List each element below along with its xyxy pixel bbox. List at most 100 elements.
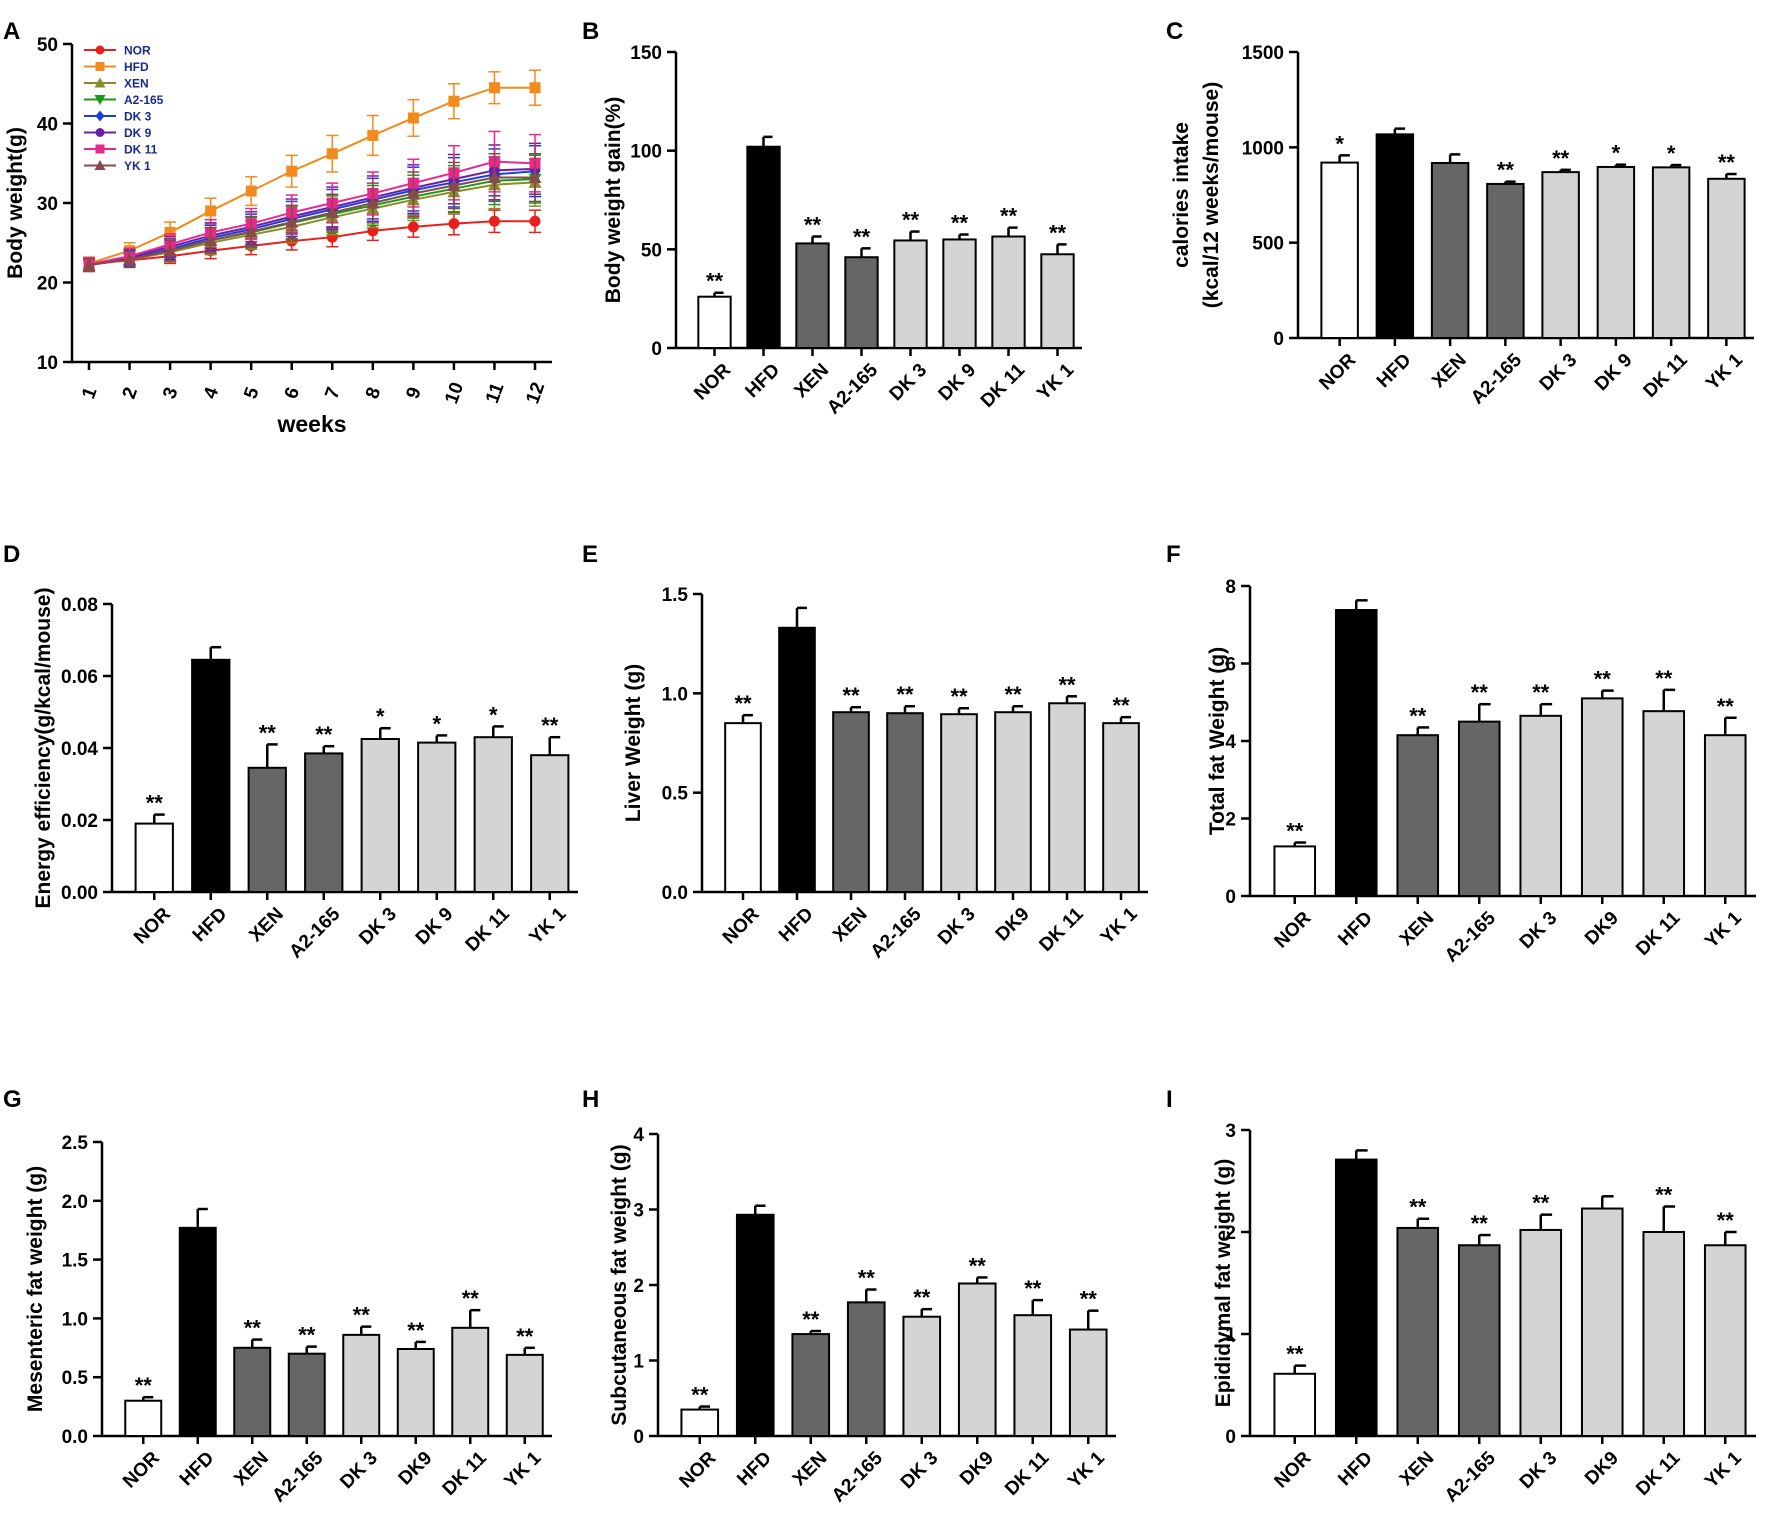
bar-hfd bbox=[178, 1226, 217, 1438]
y-tick-label: 0.5 bbox=[662, 784, 689, 805]
y-tick-label: 0.02 bbox=[61, 811, 98, 832]
bar-dk9 bbox=[396, 1347, 435, 1437]
bar-dk9 bbox=[957, 1282, 997, 1437]
x-tick-label: YK 1 bbox=[1033, 359, 1078, 404]
data-point bbox=[529, 215, 541, 227]
y-tick-label: 4 bbox=[1225, 732, 1236, 753]
series-line bbox=[88, 181, 536, 267]
series-line bbox=[88, 86, 535, 265]
bar-dk3 bbox=[940, 713, 978, 894]
significance-label: ** bbox=[1717, 1208, 1735, 1233]
significance-label: ** bbox=[462, 1286, 480, 1311]
data-point bbox=[82, 258, 96, 271]
y-tick-label: 0 bbox=[1225, 887, 1236, 908]
bar-yk1 bbox=[1102, 722, 1140, 894]
significance-label: ** bbox=[1058, 672, 1076, 697]
significance-label: ** bbox=[1112, 693, 1130, 718]
significance-label: * bbox=[489, 702, 498, 727]
x-tick-label: 1 bbox=[78, 384, 101, 402]
data-point bbox=[123, 252, 137, 265]
bar-xen bbox=[832, 711, 870, 893]
bar-nor bbox=[697, 295, 732, 349]
panel-letter: G bbox=[3, 1086, 22, 1113]
y-tick-label: 1.0 bbox=[662, 684, 688, 705]
x-tick-label: XEN bbox=[1396, 1448, 1438, 1490]
y-tick-label: 40 bbox=[37, 115, 58, 136]
panel-letter: H bbox=[582, 1086, 599, 1113]
x-tick-label: DK 11 bbox=[977, 359, 1029, 411]
significance-label: ** bbox=[1409, 703, 1427, 728]
y-axis-label: Body weight(g) bbox=[4, 127, 27, 279]
y-axis-label: Subcutaneous fat weight (g) bbox=[608, 1144, 631, 1425]
significance-label: ** bbox=[896, 682, 914, 707]
bar-yk1 bbox=[1068, 1328, 1108, 1438]
x-tick-label: 3 bbox=[159, 385, 182, 402]
x-tick-label: XEN bbox=[245, 904, 287, 946]
bar-a2-165 bbox=[846, 1301, 886, 1437]
x-tick-label: DK 11 bbox=[1632, 907, 1684, 959]
significance-label: ** bbox=[135, 1373, 153, 1398]
significance-label: * bbox=[432, 711, 441, 736]
x-tick-label: DK 11 bbox=[439, 1447, 491, 1499]
bar-dk3 bbox=[360, 738, 400, 893]
y-tick-label: 1500 bbox=[1242, 43, 1284, 64]
data-point bbox=[487, 171, 501, 184]
significance-label: ** bbox=[1532, 1191, 1550, 1216]
significance-label: ** bbox=[1471, 1211, 1489, 1236]
y-tick-label: 150 bbox=[630, 43, 662, 64]
y-tick-label: 2 bbox=[633, 1276, 644, 1297]
data-point bbox=[325, 206, 339, 219]
y-tick-label: 2 bbox=[1225, 810, 1236, 831]
data-point bbox=[488, 82, 500, 94]
x-tick-label: XEN bbox=[829, 904, 871, 946]
bar-dk3 bbox=[1519, 1228, 1563, 1437]
x-tick-label: DK 3 bbox=[1516, 908, 1561, 953]
x-tick-label: A2-165 bbox=[828, 1447, 887, 1506]
y-tick-label: 3 bbox=[633, 1201, 644, 1222]
x-tick-label: DK 3 bbox=[355, 904, 400, 949]
bar-xen bbox=[795, 242, 830, 349]
data-point bbox=[95, 128, 105, 137]
data-point bbox=[448, 218, 460, 230]
x-tick-label: DK 11 bbox=[1640, 349, 1692, 401]
x-tick-label: NOR bbox=[1271, 908, 1316, 953]
x-tick-label: DK 3 bbox=[886, 360, 931, 405]
x-tick-label: XEN bbox=[1396, 908, 1438, 950]
significance-label: ** bbox=[1286, 1342, 1304, 1367]
x-tick-label: DK9 bbox=[1581, 1448, 1623, 1490]
panel-letter: I bbox=[1166, 1086, 1173, 1113]
x-tick-label: HFD bbox=[1373, 350, 1415, 392]
data-point bbox=[95, 45, 105, 55]
significance-label: * bbox=[1667, 141, 1676, 166]
x-tick-label: A2-165 bbox=[867, 903, 926, 962]
y-tick-label: 500 bbox=[1252, 234, 1284, 255]
y-axis-label: Liver Weight (g) bbox=[622, 664, 645, 822]
y-tick-label: 50 bbox=[37, 35, 58, 56]
panel-letter: F bbox=[1166, 541, 1181, 568]
legend: NOR HFD XEN A2-165 DK 3 DK 9 DK 11 YK 1 bbox=[84, 44, 164, 173]
x-tick-label: NOR bbox=[119, 1448, 164, 1493]
x-tick-label: A2-165 bbox=[823, 359, 882, 418]
data-point bbox=[94, 77, 106, 88]
significance-label: ** bbox=[913, 1285, 931, 1310]
panel-letter: C bbox=[1166, 18, 1183, 45]
bar-yk1 bbox=[1703, 734, 1747, 897]
significance-label: ** bbox=[1497, 158, 1515, 183]
bar-dk11 bbox=[991, 235, 1026, 349]
significance-label: ** bbox=[1000, 204, 1018, 229]
x-axis-label: weeks bbox=[276, 411, 346, 437]
y-tick-label: 4 bbox=[633, 1125, 644, 1146]
series-line bbox=[88, 160, 536, 266]
y-tick-label: 0.0 bbox=[62, 1427, 88, 1448]
x-tick-label: HFD bbox=[733, 1448, 775, 1490]
x-tick-label: DK 9 bbox=[1591, 350, 1636, 395]
significance-label: ** bbox=[1049, 220, 1067, 245]
y-tick-label: 1 bbox=[1225, 1325, 1236, 1346]
data-point bbox=[286, 165, 298, 177]
y-tick-label: 1.5 bbox=[662, 585, 689, 606]
y-tick-label: 0 bbox=[651, 339, 662, 360]
bar-dk9 bbox=[994, 711, 1032, 893]
bar-dk11 bbox=[1048, 702, 1086, 893]
y-tick-label: 0 bbox=[1225, 1427, 1236, 1448]
bar-yk1 bbox=[530, 754, 570, 894]
